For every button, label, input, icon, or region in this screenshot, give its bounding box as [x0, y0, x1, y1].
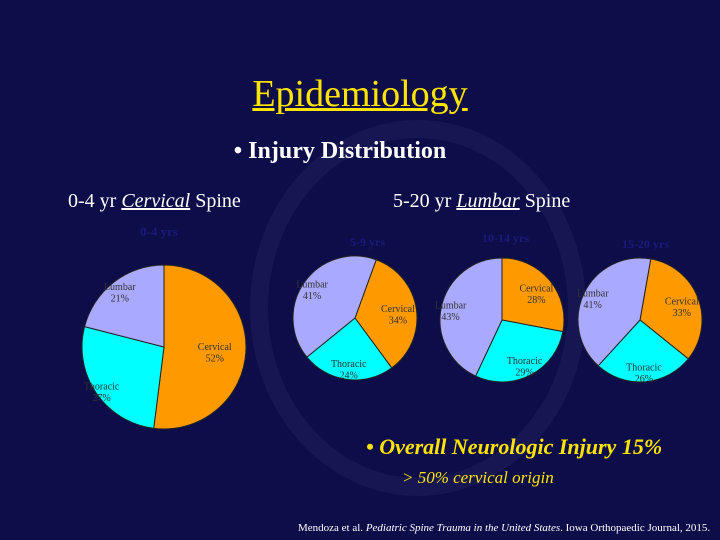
pie-slice-label: Lumbar 41%	[296, 279, 328, 302]
pie-slice-label: Cervical 34%	[381, 304, 415, 327]
left-label-prefix: 0-4 yr	[68, 190, 122, 212]
injury-distribution-bullet: • Injury Distribution	[233, 138, 447, 164]
pie-slice-lumbar	[292, 255, 377, 358]
right-label-suffix: Spine	[519, 190, 571, 212]
pie-slice-lumbar	[577, 257, 652, 367]
pie-slice-cervical	[639, 258, 703, 360]
pie-slice-thoracic	[474, 319, 564, 383]
right-section-label: 5-20 yr Lumbar Spine	[393, 190, 570, 213]
pie-slice-label: Lumbar 21%	[104, 282, 136, 305]
pie-slice-label: Thoracic 29%	[507, 356, 543, 379]
citation-suffix: . Iowa Orthopaedic Journal, 2015.	[560, 522, 711, 534]
pie-slice-label: Cervical 33%	[665, 296, 699, 319]
pie-chart-15-20: 15-20 yrs Cervical 33% Thoracic 26% Lumbar 41%	[577, 237, 703, 386]
pie-slice-cervical	[354, 259, 418, 369]
pie-slice-label: Lumbar 43%	[435, 301, 467, 324]
citation-title: Pediatric Spine Trauma in the United Sta…	[365, 522, 561, 534]
pie-slice-label: Thoracic 27%	[84, 381, 120, 404]
right-label-emphasis: Lumbar	[456, 190, 520, 212]
pie-title: 0-4 yrs	[140, 224, 178, 239]
pie-slice-cervical	[153, 264, 247, 430]
pie-slice-thoracic	[597, 319, 690, 383]
pie-slice-cervical	[501, 257, 565, 333]
pie-title: 10-14 yrs	[482, 231, 529, 245]
cervical-origin-subtext: > 50% cervical origin	[402, 468, 554, 487]
pie-slice-label: Cervical 28%	[519, 284, 553, 307]
pie-slice-lumbar	[439, 257, 503, 377]
pie-slice-label: Lumbar 41%	[577, 289, 609, 312]
pie-slice-label: Cervical 52%	[198, 342, 232, 365]
citation-prefix: Mendoza et al.	[298, 522, 366, 534]
pie-slice-label: Thoracic 24%	[331, 359, 367, 382]
slide-title: Epidemiology	[252, 73, 468, 115]
pie-title: 15-20 yrs	[622, 237, 669, 251]
pie-slice-thoracic	[81, 325, 165, 429]
pie-chart-5-9: 5-9 yrs Cervical 34% Thoracic 24% Lumbar 41%	[292, 235, 418, 382]
pie-slice-label: Thoracic 26%	[626, 363, 662, 386]
citation: Mendoza et al. Pediatric Spine Trauma in…	[298, 522, 710, 534]
left-label-emphasis: Cervical	[121, 190, 191, 212]
pie-chart-10-14: 10-14 yrs Cervical 28% Thoracic 29% Lumbar 43%	[435, 231, 565, 383]
left-label-suffix: Spine	[190, 190, 241, 212]
right-label-prefix: 5-20 yr	[393, 190, 457, 212]
pie-slice-lumbar	[83, 264, 165, 348]
pie-chart-0-4: 0-4 yrs Cervical 52% Thoracic 27% Lumbar 21%	[81, 224, 247, 430]
left-section-label: 0-4 yr Cervical Spine	[68, 190, 241, 213]
pie-slice-thoracic	[306, 317, 393, 381]
neurologic-injury-bullet: • Overall Neurologic Injury 15%	[366, 434, 663, 459]
pie-title: 5-9 yrs	[350, 235, 385, 249]
